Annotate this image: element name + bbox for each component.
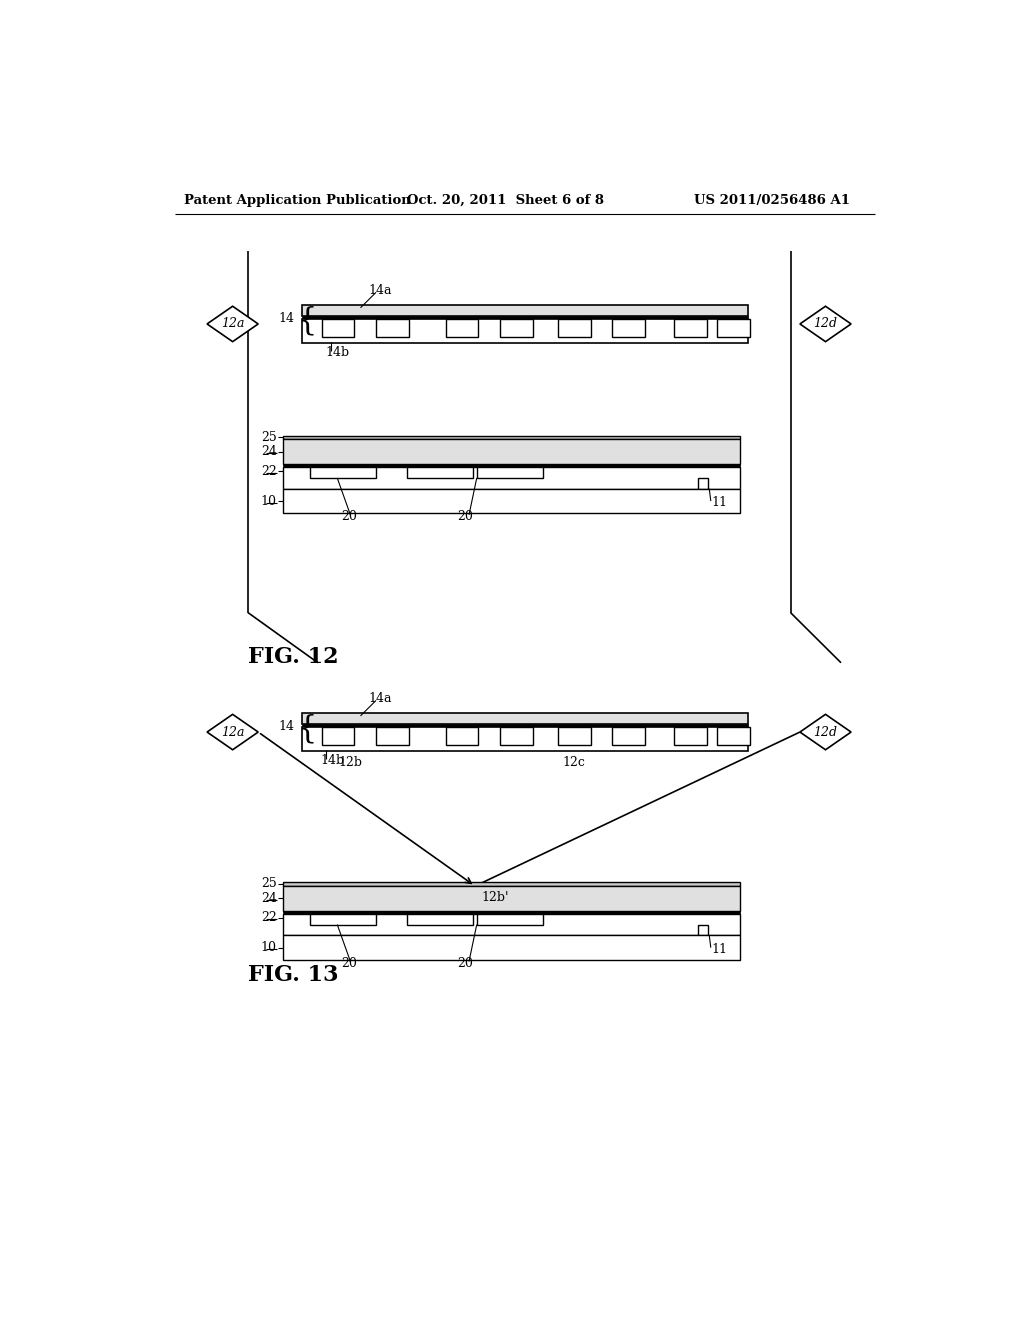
Text: {: { [297,714,316,744]
Bar [477,913,543,924]
Text: 14a: 14a [369,693,392,705]
Text: 12b': 12b' [481,891,509,904]
Bar [675,318,707,337]
Text: 12a: 12a [221,317,245,330]
Bar [717,726,750,744]
Bar [302,318,748,343]
Bar [302,725,748,726]
Text: 24: 24 [261,892,276,906]
Bar [322,726,354,744]
Text: 12d: 12d [813,726,838,739]
Bar [283,465,740,467]
Polygon shape [800,306,851,342]
Bar [558,726,591,744]
Text: 12b: 12b [339,756,362,770]
Bar [283,886,740,911]
Text: {: { [297,305,316,337]
Bar [612,318,645,337]
Bar [445,318,478,337]
Bar [717,318,750,337]
Text: 20: 20 [341,510,356,523]
Text: 12a: 12a [221,726,245,739]
Text: 14: 14 [279,721,295,733]
Text: US 2011/0256486 A1: US 2011/0256486 A1 [693,194,850,207]
Bar [697,478,709,488]
Text: 14a: 14a [369,284,392,297]
Text: 11: 11 [712,496,728,510]
Bar [302,713,748,725]
Bar [283,488,740,513]
Text: Oct. 20, 2011  Sheet 6 of 8: Oct. 20, 2011 Sheet 6 of 8 [407,194,604,207]
Text: 20: 20 [341,957,356,970]
Text: 20: 20 [457,510,473,523]
Bar [558,318,591,337]
Bar [407,467,473,478]
Bar [376,318,409,337]
Bar [302,305,748,317]
Text: 22: 22 [261,465,276,478]
Bar [477,467,543,478]
Bar [310,467,376,478]
Bar [376,726,409,744]
Bar [310,913,376,924]
Text: 10: 10 [261,941,276,954]
Bar [407,913,473,924]
Bar [283,882,740,886]
Text: 14: 14 [279,312,295,325]
Bar [283,936,740,960]
Bar [697,924,709,936]
Text: 14b: 14b [326,346,350,359]
Bar [283,913,740,936]
Bar [500,318,532,337]
Text: 14b: 14b [321,754,344,767]
Text: 12c: 12c [562,756,585,770]
Text: 24: 24 [261,445,276,458]
Bar [445,726,478,744]
Polygon shape [207,714,258,750]
Bar [612,726,645,744]
Text: FIG. 13: FIG. 13 [248,964,339,986]
Text: 25: 25 [261,878,276,890]
Bar [302,317,748,318]
Bar [283,440,740,465]
Polygon shape [800,714,851,750]
Text: 22: 22 [261,911,276,924]
Text: 25: 25 [261,430,276,444]
Text: 20: 20 [457,957,473,970]
Text: Patent Application Publication: Patent Application Publication [183,194,411,207]
Bar [283,467,740,488]
Bar [675,726,707,744]
Bar [283,436,740,440]
Bar [322,318,354,337]
Polygon shape [207,306,258,342]
Bar [500,726,532,744]
Text: 10: 10 [261,495,276,508]
Text: 12d: 12d [813,317,838,330]
Bar [302,726,748,751]
Text: FIG. 12: FIG. 12 [248,647,339,668]
Bar [283,911,740,913]
Text: 11: 11 [712,942,728,956]
